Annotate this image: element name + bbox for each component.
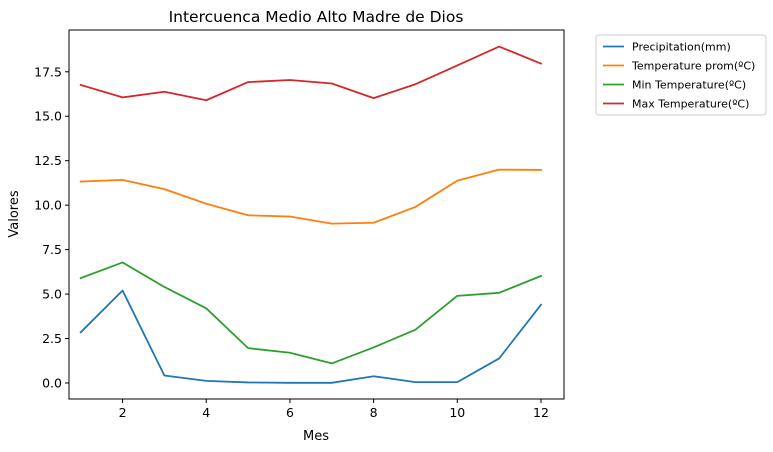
y-tick-label: 12.5 [34, 153, 62, 168]
y-tick-label: 0.0 [42, 375, 62, 390]
legend-label-3: Min Temperature(ºC) [632, 79, 746, 92]
x-axis-title: Mes [303, 429, 329, 444]
x-tick-label: 4 [202, 405, 210, 420]
y-tick-label: 5.0 [42, 287, 62, 302]
legend: Precipitation(mm) Temperature prom(ºC) Min… [595, 34, 767, 116]
x-tick-label: 6 [286, 405, 294, 420]
x-axis: 2 4 6 8 10 12 [119, 399, 549, 420]
y-axis: 0.0 2.5 5.0 7.5 10.0 12.5 15.0 17.5 [34, 64, 69, 390]
x-tick-label: 12 [533, 405, 549, 420]
y-tick-label: 15.0 [34, 109, 62, 124]
legend-label-4: Max Temperature(ºC) [632, 98, 749, 111]
series-line-2 [79, 168, 542, 225]
y-tick-label: 2.5 [42, 331, 62, 346]
x-tick-label: 8 [370, 405, 378, 420]
plot-frame [68, 29, 565, 400]
series-line-4 [79, 45, 543, 102]
y-tick-label: 7.5 [42, 242, 62, 257]
legend-box [595, 34, 767, 116]
y-tick-label: 10.0 [34, 198, 62, 213]
y-tick-label: 17.5 [34, 64, 62, 79]
x-tick-label: 2 [119, 405, 127, 420]
chart-title: Intercuenca Medio Alto Madre de Dios [169, 8, 464, 26]
x-tick-label: 10 [449, 405, 465, 420]
legend-label-2: Temperature prom(ºC) [631, 60, 755, 73]
series-line-3 [79, 261, 543, 365]
series-layer [79, 45, 543, 384]
y-axis-title: Valores [7, 190, 22, 237]
legend-label-1: Precipitation(mm) [632, 41, 731, 54]
series-line-1 [79, 289, 543, 384]
